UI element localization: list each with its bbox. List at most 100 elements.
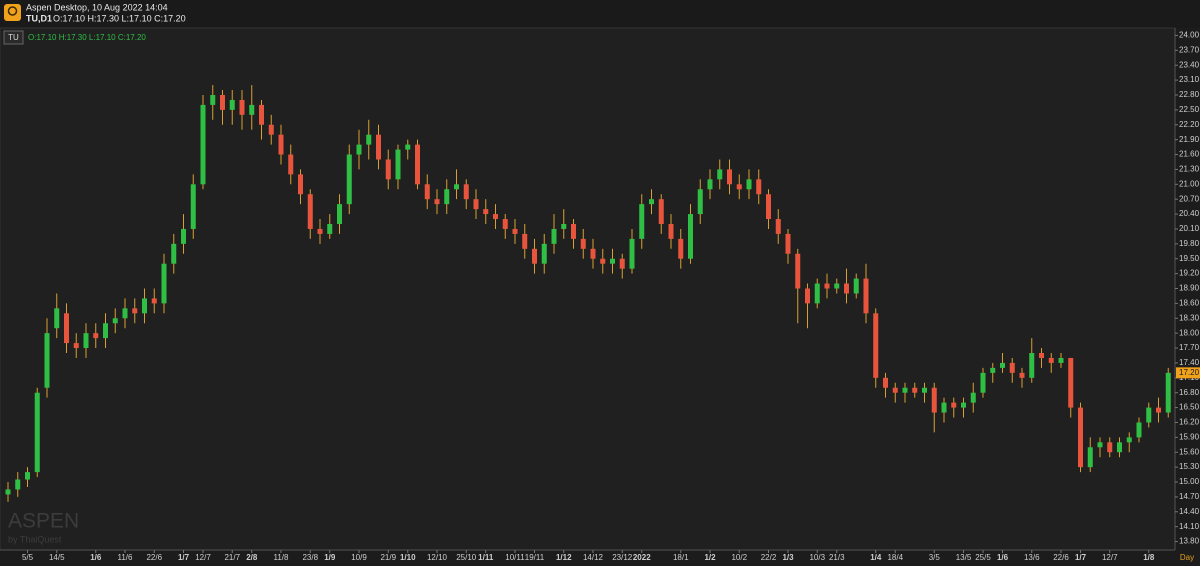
- candle-body: [834, 283, 840, 289]
- x-tick-label: 14/5: [49, 553, 65, 562]
- header-ohlc: O:17.10 H:17.30 L:17.10 C:17.20: [53, 13, 186, 23]
- candle-body: [239, 99, 245, 115]
- candle-body: [649, 199, 654, 205]
- candle-body: [746, 179, 752, 190]
- candle-body: [112, 318, 118, 324]
- y-axis-area: [1175, 28, 1200, 566]
- y-tick-label: 21.60: [1179, 150, 1200, 159]
- x-tick-label: 21/7: [224, 553, 240, 562]
- candle-body: [161, 263, 167, 304]
- candle-body: [454, 184, 459, 190]
- candle-body: [990, 367, 996, 373]
- candle-body: [961, 402, 966, 408]
- candle-body: [64, 313, 69, 344]
- candle-body: [415, 144, 420, 185]
- candle-body: [5, 489, 11, 495]
- candle-body: [727, 169, 732, 185]
- x-tick-label: 12/7: [195, 553, 211, 562]
- app-title: Aspen Desktop, 10 Aug 2022 14:04: [26, 2, 168, 12]
- x-tick-label: 5/5: [22, 553, 34, 562]
- y-tick-label: 21.30: [1179, 165, 1200, 174]
- candle-body: [385, 159, 391, 180]
- x-tick-label: 10/9: [351, 553, 367, 562]
- candle-body: [249, 104, 255, 115]
- x-tick-label: 18/4: [887, 553, 903, 562]
- candle-body: [883, 377, 888, 388]
- candle-body: [229, 99, 235, 110]
- candle-body: [1087, 447, 1093, 468]
- candle-body: [356, 144, 362, 155]
- candle-body: [863, 278, 869, 314]
- candle-body: [142, 298, 147, 314]
- candle-body: [551, 228, 557, 244]
- candle-body: [1058, 357, 1064, 363]
- y-tick-label: 22.20: [1179, 120, 1200, 129]
- candle-body: [970, 392, 976, 403]
- x-tick-label: 1/10: [400, 553, 416, 562]
- candle-body: [532, 248, 537, 264]
- candle-body: [434, 199, 440, 205]
- x-tick-label: 10/11: [505, 553, 525, 562]
- candle-body: [707, 179, 713, 190]
- candle-body: [580, 238, 586, 249]
- y-tick-label: 18.90: [1179, 284, 1200, 293]
- x-tick-label: 1/11: [478, 553, 494, 562]
- candle-body: [278, 134, 284, 155]
- candle-body: [590, 248, 596, 259]
- candle-body: [629, 238, 635, 269]
- candle-body: [697, 189, 703, 215]
- x-unit: Day: [1180, 553, 1194, 562]
- x-tick-label: 13/5: [956, 553, 972, 562]
- y-tick-label: 13.80: [1179, 537, 1200, 546]
- candle-body: [1156, 407, 1161, 413]
- candle-body: [181, 228, 186, 244]
- candle-body: [25, 472, 30, 480]
- x-tick-label: 25/5: [975, 553, 991, 562]
- candle-body: [44, 333, 50, 388]
- candle-body: [1029, 353, 1035, 378]
- candle-body: [756, 179, 762, 195]
- y-tick-label: 14.10: [1179, 522, 1200, 531]
- candle-body: [571, 223, 576, 239]
- legend-ohlc: O:17.10 H:17.30 L:17.10 C:17.20: [28, 33, 146, 42]
- candle-body: [892, 387, 898, 393]
- watermark: ASPEN: [8, 510, 79, 533]
- x-tick-label: 22/6: [1053, 553, 1069, 562]
- candle-body: [463, 184, 469, 200]
- x-tick-label: 11/8: [274, 553, 290, 562]
- candle-body: [658, 199, 664, 224]
- candle-body: [1068, 357, 1074, 408]
- candle-body: [171, 243, 177, 264]
- x-tick-label: 1/6: [90, 553, 102, 562]
- candle-body: [912, 387, 918, 393]
- candle-body: [444, 189, 450, 205]
- candle-body: [259, 104, 264, 125]
- candle-body: [424, 184, 430, 200]
- candle-body: [473, 199, 479, 210]
- candle-body: [317, 228, 323, 234]
- candle-body: [502, 219, 508, 229]
- candle-body: [844, 283, 849, 294]
- candle-body: [980, 372, 986, 393]
- x-tick-label: 10/3: [809, 553, 825, 562]
- x-tick-label: 21/3: [829, 553, 845, 562]
- legend-symbol-box: [3, 30, 24, 45]
- candle-body: [1107, 442, 1113, 453]
- legend-symbol: TU: [8, 33, 19, 42]
- x-tick-label: 22/6: [146, 553, 162, 562]
- x-tick-label: 10/2: [731, 553, 747, 562]
- candle-body: [73, 343, 79, 349]
- last-price-tag: [1176, 367, 1200, 379]
- candle-body: [922, 387, 927, 393]
- candle-body: [93, 333, 99, 339]
- x-tick-label: 23/8: [302, 553, 318, 562]
- y-tick-label: 14.40: [1179, 507, 1200, 516]
- y-tick-label: 16.80: [1179, 388, 1200, 397]
- candle-body: [1039, 353, 1044, 358]
- candle-body: [405, 144, 411, 150]
- x-tick-label: 23/12: [612, 553, 633, 562]
- y-tick-label: 21.00: [1179, 179, 1200, 188]
- candle-body: [931, 387, 937, 413]
